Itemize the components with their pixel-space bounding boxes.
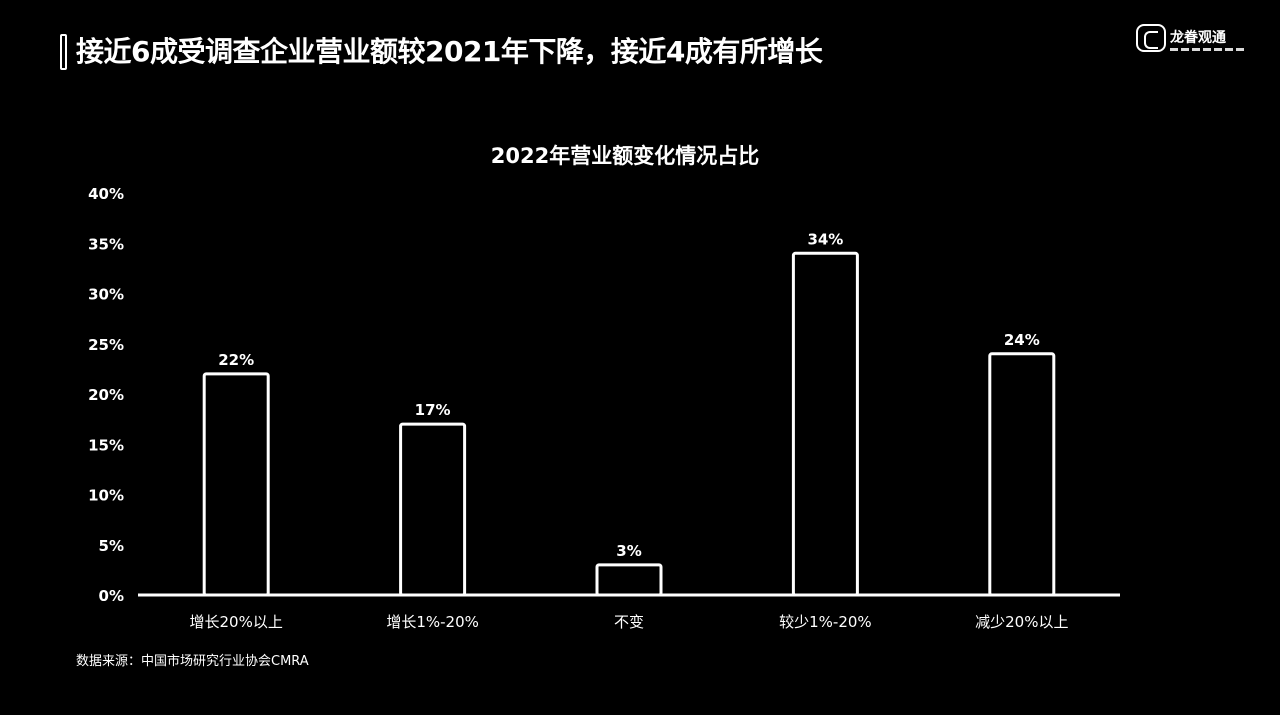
bar	[202, 372, 270, 597]
logo-icon	[1136, 24, 1166, 52]
logo-text: 龙眷观通	[1170, 30, 1226, 46]
bar	[595, 563, 663, 597]
x-tick-label: 增长1%-20%	[386, 613, 479, 631]
source-note: 数据来源：中国市场研究行业协会CMRA	[76, 654, 309, 669]
bar	[791, 251, 859, 597]
bar-value-label: 34%	[807, 230, 843, 248]
data-labels: 22% 17% 3% 34% 24%	[217, 229, 1042, 562]
x-tick-label: 较少1%-20%	[779, 613, 872, 631]
bar-value-label: 3%	[616, 542, 641, 560]
bar-value-label: 24%	[1004, 331, 1040, 349]
bar-value-label: 17%	[415, 401, 451, 419]
y-tick-label: 35%	[88, 235, 124, 253]
page-title: 接近6成受调查企业营业额较2021年下降，接近4成有所增长	[76, 35, 823, 68]
y-tick-label: 20%	[88, 386, 124, 404]
title-accent-bar	[60, 34, 67, 70]
bar	[988, 352, 1056, 597]
bar-value-label: 22%	[218, 351, 254, 369]
x-axis-tick-labels: 增长20%以上 增长1%-20% 不变 较少1%-20% 减少20%以上	[188, 612, 1070, 633]
y-tick-label: 5%	[99, 537, 124, 555]
y-axis-tick-labels: 0% 5% 10% 15% 20% 25% 30% 35% 40%	[87, 184, 126, 607]
chart-title: 2022年营业额变化情况占比	[491, 144, 759, 168]
x-tick-label: 减少20%以上	[975, 613, 1068, 631]
y-tick-label: 30%	[88, 286, 124, 304]
y-tick-label: 25%	[88, 336, 124, 354]
x-tick-label: 增长20%以上	[190, 613, 283, 631]
bar	[399, 422, 467, 597]
brand-logo: 龙眷观通	[1136, 22, 1248, 58]
bars	[202, 251, 1056, 597]
y-tick-label: 40%	[88, 185, 124, 203]
x-tick-label: 不变	[614, 613, 644, 631]
y-tick-label: 15%	[88, 436, 124, 454]
logo-underline	[1170, 48, 1244, 51]
y-tick-label: 0%	[99, 587, 124, 605]
y-tick-label: 10%	[88, 487, 124, 505]
